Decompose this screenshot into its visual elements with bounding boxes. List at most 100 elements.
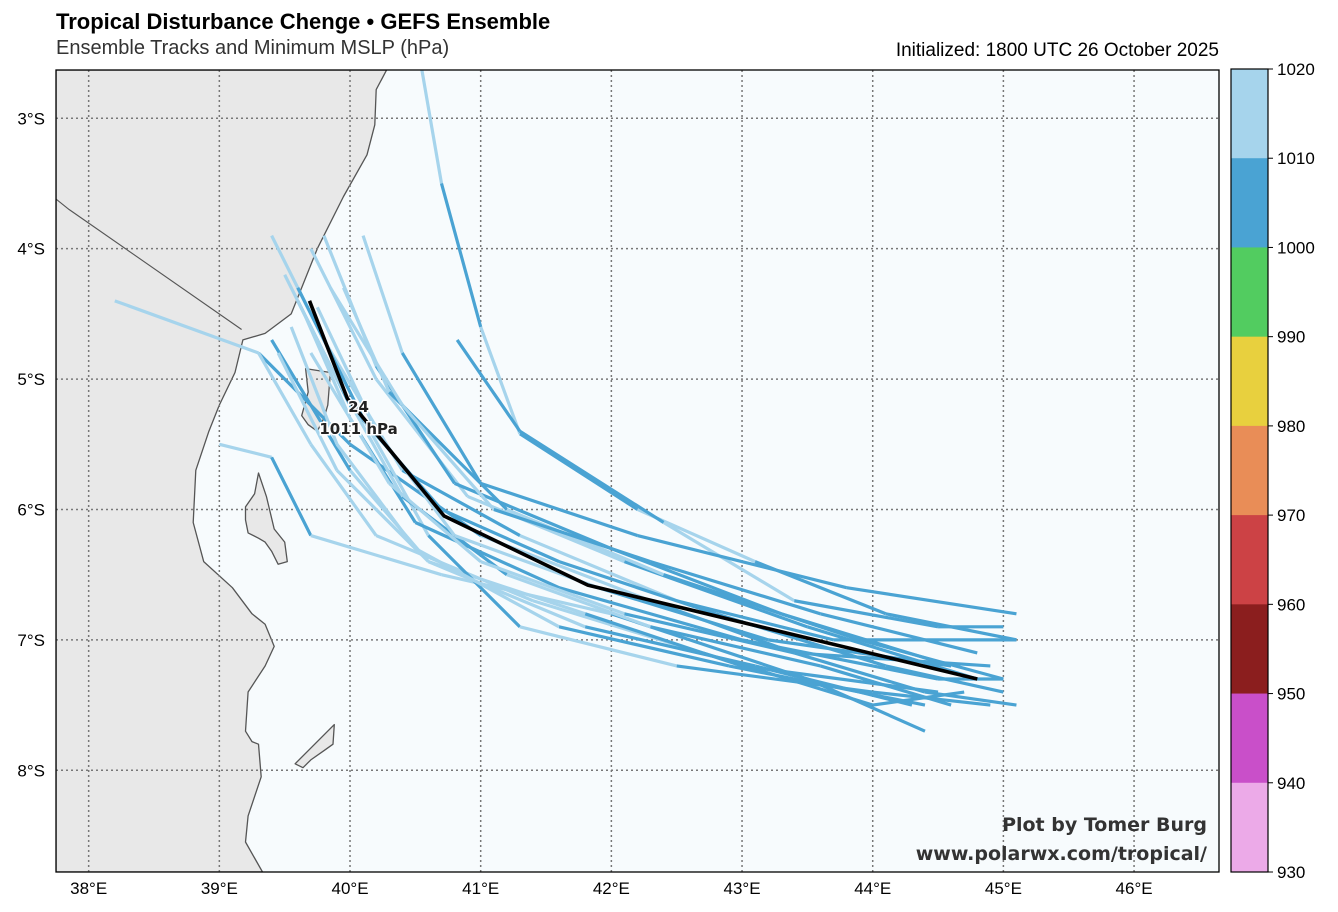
colorbar-bin <box>1231 693 1268 784</box>
colorbar-tick-label: 990 <box>1277 328 1305 347</box>
x-tick-label: 46°E <box>1116 879 1153 898</box>
track-segment <box>401 468 521 537</box>
track-segment <box>309 352 391 485</box>
track-segment <box>414 521 560 590</box>
y-tick-label: 5°S <box>17 370 45 389</box>
track-segment <box>741 638 939 681</box>
track-segment <box>584 625 756 668</box>
colorbar-tick-label: 1010 <box>1277 149 1315 168</box>
track-segment <box>335 469 430 563</box>
track-segment <box>479 326 522 435</box>
track-segment <box>624 612 795 655</box>
track-segment <box>329 286 404 406</box>
track-segment <box>374 378 469 498</box>
y-tick-label: 6°S <box>17 500 45 519</box>
y-tick-label: 4°S <box>17 240 45 259</box>
track-segment <box>754 664 913 707</box>
colorbar-bin <box>1231 247 1268 338</box>
track-segment <box>819 664 952 707</box>
x-tick-label: 42°E <box>593 879 630 898</box>
track-segment <box>806 625 978 681</box>
track-segment <box>663 573 861 642</box>
colorbar-frame <box>1230 68 1269 873</box>
colorbar-bin <box>1231 782 1268 873</box>
track-segment <box>388 482 482 563</box>
track-segment <box>637 533 847 590</box>
track-segment <box>257 352 313 446</box>
colorbar-bin <box>1231 604 1268 695</box>
colorbar-tick-label: 970 <box>1277 506 1305 525</box>
x-tick-label: 39°E <box>201 879 238 898</box>
land-zanzibar <box>244 472 288 565</box>
annotation-layer: 24 1011 hPa <box>318 396 399 439</box>
colorbar-tick-label: 960 <box>1277 595 1305 614</box>
track-segment <box>820 612 978 655</box>
colorbar-tick-label: 950 <box>1277 685 1305 704</box>
track-segment <box>315 306 378 432</box>
ensemble-member-track <box>361 235 1017 616</box>
track-segment <box>558 560 717 616</box>
track-segment <box>506 507 665 577</box>
track-segment <box>846 586 1017 616</box>
x-tick-label: 44°E <box>854 879 891 898</box>
track-segment <box>493 507 652 564</box>
track-segment <box>309 247 378 380</box>
track-segment <box>806 677 926 733</box>
colorbar-bin <box>1231 515 1268 605</box>
ensemble-member-track <box>455 339 1004 629</box>
track-segment <box>270 456 313 537</box>
track-segment <box>276 352 339 472</box>
x-tick-label: 40°E <box>331 879 368 898</box>
x-axis-ticks: 38°E 39°E 40°E 41°E 42°E 43°E 44°E 45°E 46°E <box>70 879 1152 898</box>
track-segment <box>302 313 352 419</box>
pressure-label: 1011 hPa <box>319 420 397 438</box>
x-tick-label: 43°E <box>724 879 761 898</box>
colorbar-tick-label: 930 <box>1277 863 1305 882</box>
track-segment <box>349 442 482 537</box>
track-segment <box>440 508 560 564</box>
track-segment <box>558 625 730 668</box>
y-axis-ticks: 3°S 4°S 5°S 6°S 7°S 8°S <box>17 109 45 780</box>
track-segment <box>441 573 612 616</box>
track-segment <box>335 443 417 550</box>
x-tick-label: 45°E <box>985 879 1022 898</box>
colorbar-bin <box>1231 336 1268 427</box>
mean-track-layer <box>307 300 978 681</box>
track-segment <box>650 560 821 616</box>
colorbar-tick-label: 1020 <box>1277 60 1315 79</box>
track-segment <box>859 638 1004 681</box>
track-segment <box>257 351 352 446</box>
x-tick-label: 41°E <box>462 879 499 898</box>
colorbar-tick-label: 940 <box>1277 774 1305 793</box>
colorbar-tick-label: 980 <box>1277 417 1305 436</box>
ensemble-mean-track <box>307 300 978 681</box>
initialized-time: Initialized: 1800 UTC 26 October 2025 <box>895 40 1219 61</box>
track-segment <box>427 560 586 629</box>
land-mafia <box>294 723 335 769</box>
credit-author: Plot by Tomer Burg <box>1002 814 1207 836</box>
track-segment <box>361 417 430 537</box>
colorbar-bin <box>1231 69 1268 159</box>
chart-title: Tropical Disturbance Chenge • GEFS Ensem… <box>56 9 551 34</box>
track-segment <box>439 183 483 328</box>
colorbar-tick-label: 1000 <box>1277 238 1315 257</box>
track-segment <box>114 299 260 355</box>
x-tick-label: 38°E <box>70 879 107 898</box>
ensemble-member-track <box>276 352 913 707</box>
track-segment <box>400 352 483 485</box>
track-segment <box>455 339 522 433</box>
track-segment <box>310 534 442 577</box>
track-segment <box>519 534 678 603</box>
track-segment <box>420 70 444 184</box>
track-segment <box>558 586 743 642</box>
ensemble-member-track <box>329 286 978 655</box>
map-frame <box>55 69 1220 873</box>
chart-subtitle: Ensemble Tracks and Minimum MSLP (hPa) <box>56 37 450 59</box>
y-tick-label: 8°S <box>17 761 45 780</box>
track-segment <box>519 625 678 668</box>
credits: Plot by Tomer Burg www.polarwx.com/tropi… <box>916 814 1207 865</box>
track-segment <box>342 287 391 393</box>
forecast-hour-label: 24 <box>348 398 369 416</box>
track-segment <box>218 442 272 459</box>
